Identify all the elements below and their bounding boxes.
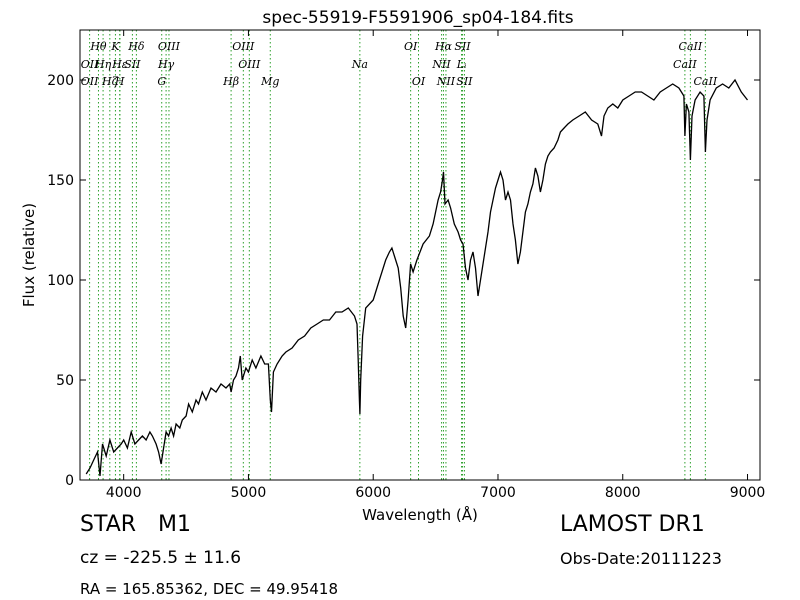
spectral-line-label: Hη xyxy=(94,58,112,71)
y-tick-label: 100 xyxy=(47,273,74,289)
observation-date: Obs-Date:20111223 xyxy=(560,549,722,568)
spectral-line-label: CaII xyxy=(694,75,718,88)
spectral-line-markers xyxy=(89,30,706,480)
spectral-line-label: OIII xyxy=(238,58,261,71)
spectral-line-label: SII xyxy=(454,40,471,53)
x-axis-ticks: 4000 5000 6000 7000 8000 9000 xyxy=(106,30,765,501)
chart-title: spec-55919-F5591906_sp04-184.fits xyxy=(262,8,573,28)
coordinates: RA = 165.85362, DEC = 49.95418 xyxy=(80,580,339,598)
spectral-line-label: Hζ xyxy=(101,75,119,88)
spectral-line-label: SII xyxy=(456,75,473,88)
spectral-line-label: OI xyxy=(404,40,418,53)
x-tick-label: 8000 xyxy=(605,485,641,501)
spectral-line-label: Na xyxy=(351,58,368,71)
spectral-line-label: Mg xyxy=(260,75,279,88)
plot-frame xyxy=(79,29,761,481)
spectral-line-label: Hγ xyxy=(157,58,175,71)
survey-name: LAMOST DR1 xyxy=(560,512,705,537)
y-tick-label: 50 xyxy=(56,373,74,389)
spectrum-line xyxy=(85,78,749,477)
spectral-line-label: NII xyxy=(436,75,456,88)
object-class: STAR xyxy=(80,512,137,537)
spectral-line-label: G xyxy=(157,75,166,88)
spectral-line-label: K xyxy=(110,40,120,53)
spectral-line-label: H xyxy=(114,75,125,88)
x-tick-label: 7000 xyxy=(480,485,516,501)
y-tick-label: 150 xyxy=(47,173,74,189)
spectral-line-label: SII xyxy=(124,58,141,71)
x-tick-label: 5000 xyxy=(231,485,267,501)
redshift-value: cz = -225.5 ± 11.6 xyxy=(80,548,242,568)
spectral-line-label: Hθ xyxy=(89,40,107,53)
spectral-line-label: NII xyxy=(431,58,451,71)
spectral-line-label: CaII xyxy=(679,40,703,53)
spectral-line-label: Hβ xyxy=(222,75,239,88)
spectral-line-label: Lᵢ xyxy=(456,58,467,71)
spectral-line-label: CaII xyxy=(673,58,697,71)
y-axis-label: Flux (relative) xyxy=(20,203,38,307)
x-axis-label: Wavelength (Å) xyxy=(362,505,478,524)
x-tick-label: 9000 xyxy=(730,485,766,501)
x-tick-label: 4000 xyxy=(106,485,142,501)
object-subclass: M1 xyxy=(158,512,191,537)
spectral-line-label: Hδ xyxy=(127,40,145,53)
spectral-line-label: OI xyxy=(412,75,426,88)
spectral-line-label: OII xyxy=(81,75,99,88)
spectral-line-label: Hα xyxy=(434,40,453,53)
y-tick-label: 0 xyxy=(65,473,74,489)
y-tick-label: 200 xyxy=(47,73,74,89)
y-axis-ticks: 0 50 100 150 200 xyxy=(47,73,760,489)
spectral-line-label: OIII xyxy=(232,40,255,53)
spectral-line-label: OIII xyxy=(158,40,181,53)
spectral-line-label: Hε xyxy=(111,58,128,71)
x-tick-label: 6000 xyxy=(355,485,391,501)
spectral-line-label: OII xyxy=(81,58,99,71)
